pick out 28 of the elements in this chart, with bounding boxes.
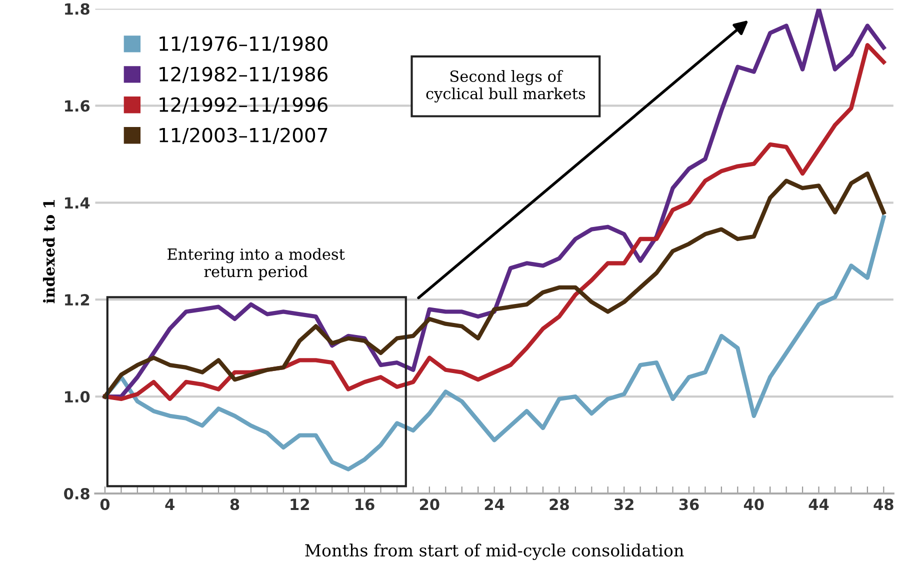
annotation: Second legs of cyclical bull markets [426, 70, 586, 102]
x-tick-label: 32 [614, 498, 634, 510]
x-tick-label: 12 [290, 498, 309, 510]
line-series [102, 171, 886, 399]
y-tick-label: 1.4 [65, 197, 90, 208]
y-tick-label: 1.2 [65, 294, 90, 306]
x-tick-label: 40 [744, 498, 764, 510]
y-tick-label: 1.6 [65, 100, 90, 112]
legend-label: 11/1976–11/1980 [160, 36, 328, 53]
x-tick-label: 28 [550, 498, 569, 510]
y-tick-label: 0.8 [64, 488, 90, 500]
x-tick-label: 20 [420, 498, 440, 510]
x-tick-label: 8 [230, 498, 240, 510]
x-tick-label: 44 [808, 498, 829, 510]
y-tick-label: 1.8 [65, 3, 90, 15]
x-tick-label: 36 [679, 498, 699, 510]
legend-label: 12/1992–11/1996 [160, 97, 328, 114]
x-tick-label: 16 [356, 498, 374, 510]
x-tick-label: 48 [874, 498, 894, 510]
y-axis-title: indexed to 1 [42, 200, 55, 304]
x-tick-label: 0 [100, 498, 110, 510]
x-axis-title: Months from start of mid-cycle consolidation [305, 544, 684, 560]
legend-label: 11/2003–11/2007 [160, 128, 328, 144]
annotation: Entering into a modest return period [168, 248, 345, 280]
legend-label: 12/1982–11/1986 [160, 66, 328, 84]
y-tick-label: 1.0 [65, 391, 90, 403]
x-tick-label: 24 [484, 498, 504, 510]
x-tick-label: 4 [165, 498, 174, 510]
